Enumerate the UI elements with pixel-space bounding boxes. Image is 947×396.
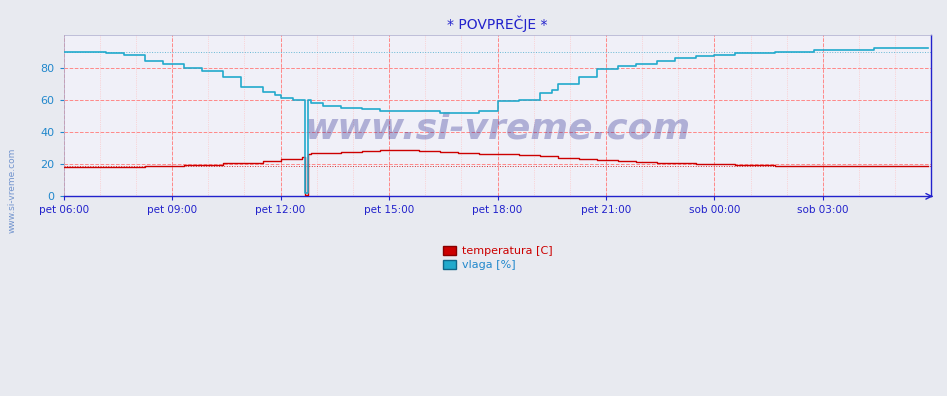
Legend: temperatura [C], vlaga [%]: temperatura [C], vlaga [%] xyxy=(438,241,557,274)
Text: www.si-vreme.com: www.si-vreme.com xyxy=(304,112,690,146)
Title: * POVPREČJE *: * POVPREČJE * xyxy=(447,15,547,32)
Text: www.si-vreme.com: www.si-vreme.com xyxy=(8,147,17,233)
